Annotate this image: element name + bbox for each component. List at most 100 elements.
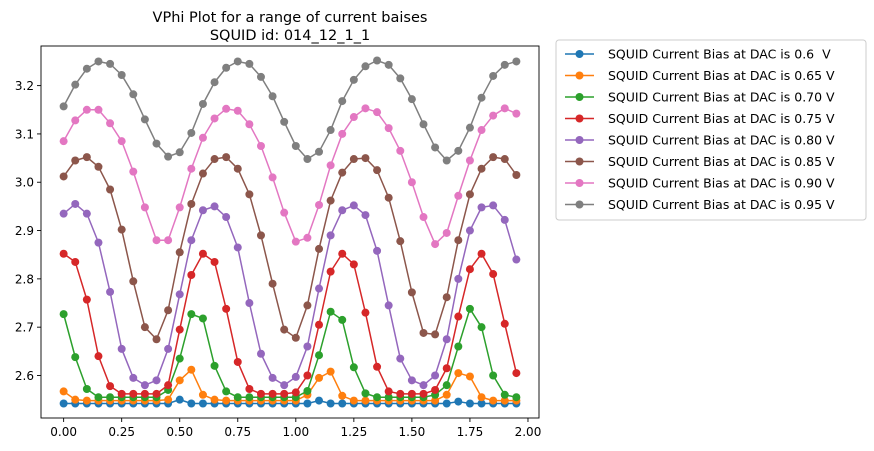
series-6-point — [210, 114, 219, 123]
x-tick-label: 1.25 — [340, 425, 367, 439]
series-3-point — [407, 389, 416, 398]
y-tick-label: 2.6 — [15, 369, 34, 383]
series-4-point — [280, 381, 289, 390]
series-1-point — [164, 395, 173, 404]
series-5-point — [326, 196, 335, 205]
series-line-5 — [63, 156, 517, 340]
series-4-point — [431, 371, 440, 380]
series-4-point — [187, 236, 196, 245]
series-1-point — [431, 396, 440, 405]
series-6-point — [489, 111, 498, 120]
series-1-point — [500, 396, 509, 405]
series-6-point — [222, 104, 231, 113]
series-4-point — [210, 202, 219, 211]
series-4-point — [291, 372, 300, 381]
series-3-point — [326, 267, 335, 276]
series-line-7 — [62, 59, 517, 162]
y-tick-label: 3.2 — [15, 79, 34, 93]
series-3-point — [280, 389, 289, 398]
series-5-point — [373, 166, 382, 175]
series-2-point — [338, 315, 347, 324]
series-4-point — [315, 284, 324, 293]
series-7-point — [175, 148, 184, 157]
series-3-point — [512, 369, 521, 378]
series-3-point — [500, 319, 509, 328]
series-4-point — [152, 376, 161, 385]
series-4-point — [396, 354, 405, 363]
series-4-point — [256, 349, 265, 358]
series-4-point — [175, 290, 184, 299]
series-0-point — [442, 399, 451, 408]
legend-marker-5 — [575, 157, 584, 166]
series-5-point — [338, 168, 347, 177]
series-3-point — [315, 320, 324, 329]
series-5-point — [500, 155, 509, 164]
series-4-point — [59, 209, 68, 218]
series-4-point — [500, 215, 509, 224]
x-tick-label: 1.50 — [399, 425, 426, 439]
series-5-point — [454, 236, 463, 245]
series-7-point — [210, 78, 219, 87]
series-7-point — [94, 57, 103, 66]
series-7-point — [280, 117, 289, 126]
legend-marker-3 — [575, 114, 584, 123]
series-6-point — [442, 228, 451, 237]
series-7-point — [268, 92, 277, 101]
series-3-point — [361, 308, 370, 317]
series-line-4 — [63, 203, 518, 386]
series-6-point — [384, 124, 393, 133]
series-6-point — [396, 146, 405, 155]
series-3-point — [117, 389, 126, 398]
series-4-point — [129, 373, 138, 382]
series-5-point — [175, 248, 184, 257]
series-2-point — [442, 381, 451, 390]
series-3-point — [384, 387, 393, 396]
series-4-point — [349, 201, 358, 210]
series-6-point — [373, 108, 382, 117]
series-6-point — [338, 129, 347, 138]
series-7-point — [187, 128, 196, 137]
series-5-point — [407, 288, 416, 297]
series-7-point — [245, 59, 254, 68]
series-2-point — [210, 361, 219, 370]
series-6-point — [291, 237, 300, 246]
series-1-point — [338, 391, 347, 400]
series-3-point — [442, 364, 451, 373]
series-5-point — [431, 330, 440, 339]
series-5-point — [82, 153, 91, 162]
series-1-point — [361, 396, 370, 405]
series-6-point — [233, 106, 242, 115]
series-7-point — [59, 102, 68, 111]
x-tick-label: 2.00 — [515, 425, 542, 439]
series-5-point — [71, 156, 80, 165]
series-5-point — [117, 225, 126, 234]
series-6-point — [512, 109, 521, 118]
series-6-point — [419, 213, 428, 222]
series-6-point — [198, 133, 207, 142]
series-4-point — [384, 301, 393, 310]
series-2-point — [245, 393, 254, 402]
series-2-point — [187, 310, 196, 319]
series-3-point — [431, 385, 440, 394]
x-tick-label: 1.75 — [457, 425, 484, 439]
series-3-point — [373, 362, 382, 371]
series-3-point — [152, 389, 161, 398]
series-4-point — [419, 381, 428, 390]
series-4-point — [442, 335, 451, 344]
series-2-point — [315, 351, 324, 360]
y-tick-label: 2.8 — [15, 272, 34, 286]
series-6-point — [349, 113, 358, 122]
series-2-point — [361, 389, 370, 398]
series-3-point — [477, 249, 486, 258]
series-5-point — [245, 190, 254, 199]
series-3-point — [59, 249, 68, 258]
series-4-point — [71, 199, 80, 208]
series-2-point — [233, 393, 242, 402]
series-1-point — [71, 395, 80, 404]
series-4-point — [94, 238, 103, 247]
series-2-point — [326, 307, 335, 316]
series-7-point — [140, 115, 149, 124]
legend-label-0: SQUID Current Bias at DAC is 0.6 V — [608, 47, 831, 62]
